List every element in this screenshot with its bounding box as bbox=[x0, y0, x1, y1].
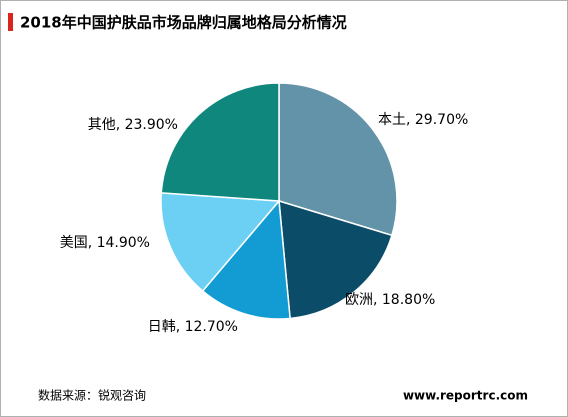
chart-title: 2018年中国护肤品市场品牌归属地格局分析情况 bbox=[20, 14, 347, 32]
pie-slice bbox=[278, 199, 393, 320]
pie-slice bbox=[201, 199, 291, 320]
pie-slice bbox=[160, 82, 280, 202]
title-marker bbox=[8, 13, 13, 31]
source-note: 数据来源：锐观咨询 bbox=[38, 388, 146, 403]
data-label: 美国, 14.90% bbox=[60, 235, 150, 251]
website: www.reportrc.com bbox=[403, 389, 528, 403]
pie-slice bbox=[278, 82, 398, 237]
data-label: 本土, 29.70% bbox=[378, 112, 468, 128]
data-label: 欧洲, 18.80% bbox=[345, 292, 435, 308]
data-label: 日韩, 12.70% bbox=[148, 319, 238, 335]
pie-slice bbox=[160, 192, 281, 293]
data-label: 其他, 23.90% bbox=[88, 117, 178, 133]
